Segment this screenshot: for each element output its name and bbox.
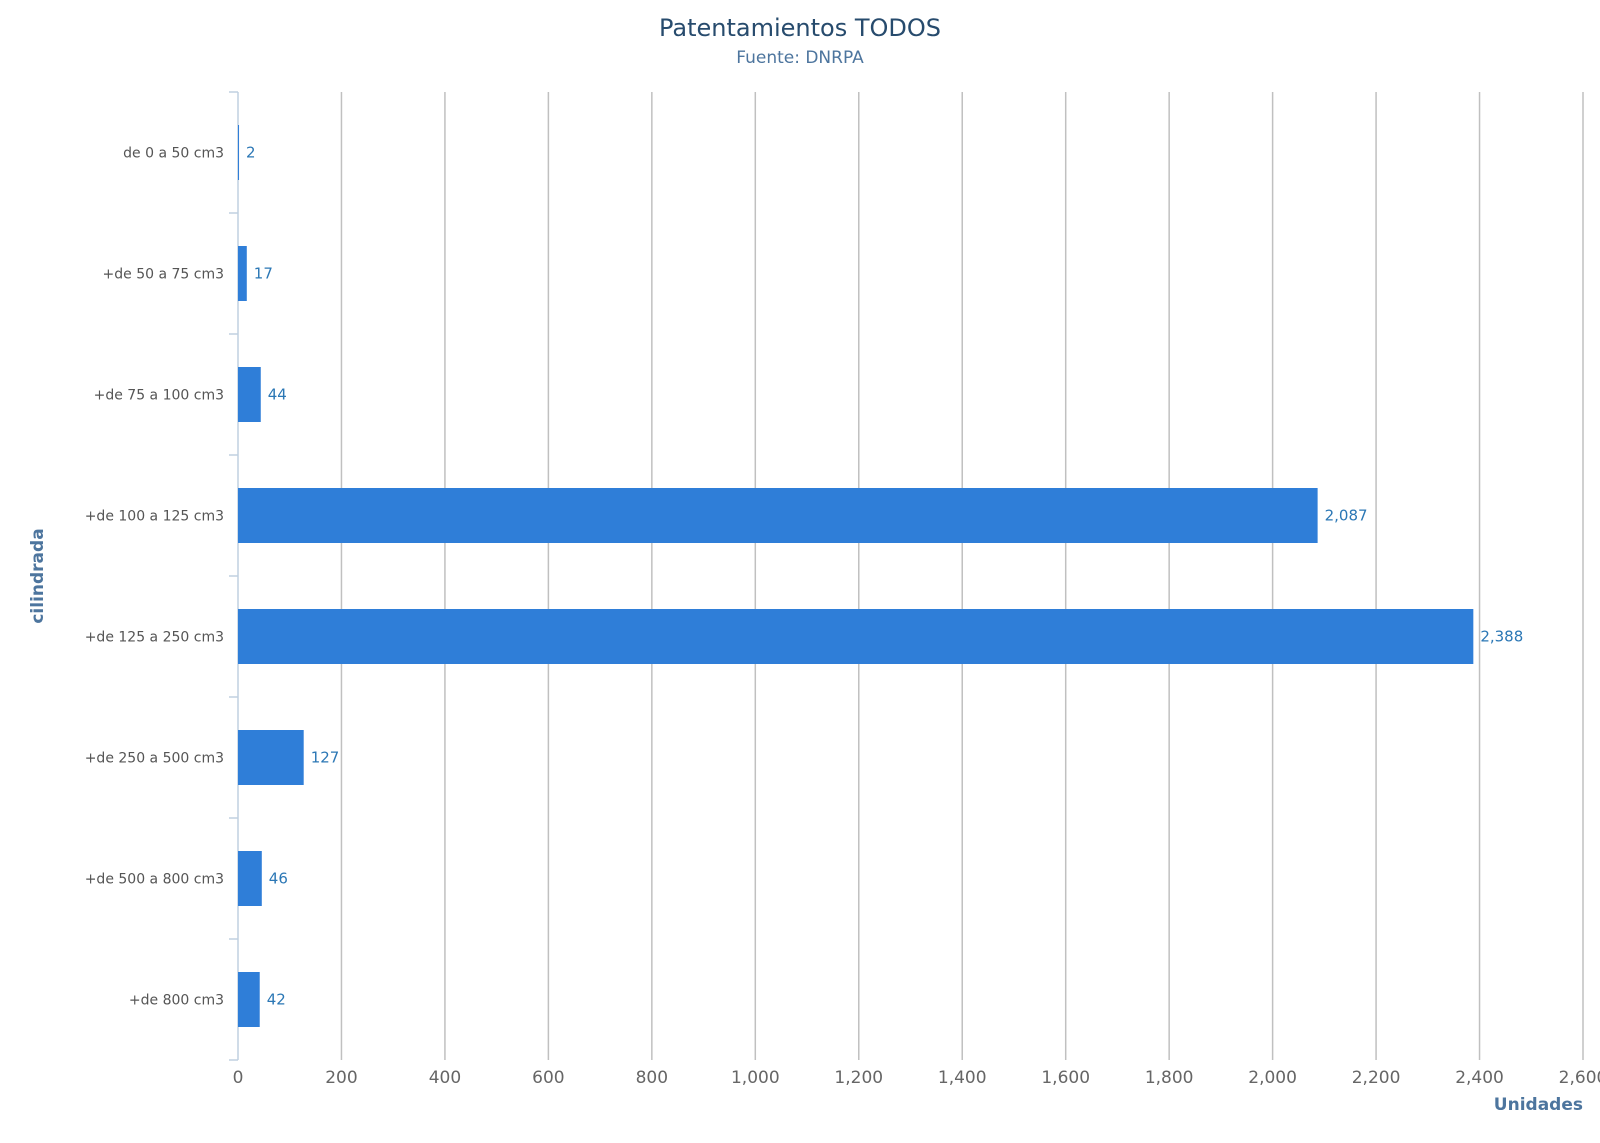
x-axis-title: Unidades [1494, 1095, 1583, 1115]
data-label: 17 [254, 265, 273, 283]
category-label: +de 125 a 250 cm3 [85, 630, 224, 646]
x-tick-label: 800 [636, 1068, 668, 1088]
data-label: 42 [267, 991, 286, 1009]
x-tick-label: 600 [532, 1068, 564, 1088]
bar [238, 488, 1318, 543]
category-label: +de 500 a 800 cm3 [85, 872, 224, 888]
data-label: 2 [246, 144, 256, 162]
x-tick-label: 2,600 [1559, 1068, 1600, 1088]
category-label: de 0 a 50 cm3 [123, 146, 224, 162]
x-tick-label: 200 [325, 1068, 357, 1088]
category-label: +de 800 cm3 [129, 993, 224, 1009]
bar [238, 246, 247, 301]
y-axis-title: cilindrada [28, 528, 48, 623]
category-label: +de 100 a 125 cm3 [85, 509, 224, 525]
x-tick-label: 1,000 [731, 1068, 780, 1088]
x-tick-label: 1,800 [1145, 1068, 1194, 1088]
x-tick-label: 1,200 [834, 1068, 883, 1088]
x-tick-label: 400 [429, 1068, 461, 1088]
x-tick-label: 0 [233, 1068, 244, 1088]
bar [238, 972, 260, 1027]
x-tick-label: 1,600 [1041, 1068, 1090, 1088]
bar [238, 851, 262, 906]
bar [238, 125, 240, 180]
bar [238, 609, 1474, 664]
category-label: +de 250 a 500 cm3 [85, 751, 224, 767]
category-label: +de 75 a 100 cm3 [94, 388, 224, 404]
data-label: 2,087 [1325, 507, 1368, 525]
data-label: 2,388 [1480, 628, 1523, 646]
x-tick-label: 2,400 [1455, 1068, 1504, 1088]
data-label: 46 [269, 870, 288, 888]
x-tick-label: 2,200 [1352, 1068, 1401, 1088]
x-tick-label: 1,400 [938, 1068, 987, 1088]
chart-subtitle: Fuente: DNRPA [736, 48, 864, 68]
category-label: +de 50 a 75 cm3 [103, 267, 224, 283]
x-tick-label: 2,000 [1248, 1068, 1297, 1088]
data-label: 44 [268, 386, 287, 404]
bar [238, 730, 304, 785]
chart-title: Patentamientos TODOS [658, 14, 941, 42]
bar [238, 367, 261, 422]
data-label: 127 [311, 749, 340, 767]
